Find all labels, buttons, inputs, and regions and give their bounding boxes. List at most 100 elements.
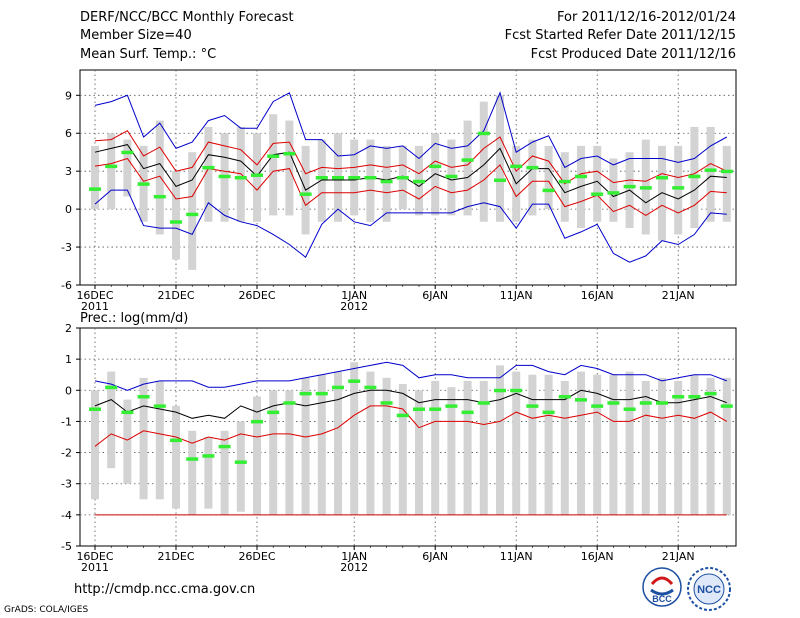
panel2-range-bar [528, 374, 537, 515]
panel1-ytick-label: 0 [65, 203, 72, 216]
panel1-range-bar [285, 120, 294, 216]
panel1-ytick-label: -6 [61, 279, 72, 292]
panel2-observed-marker [121, 410, 134, 415]
panel1-range-bar [431, 133, 440, 216]
panel2-range-bar [155, 380, 164, 500]
panel1-observed-marker [251, 173, 263, 177]
panel2-range-bar [415, 390, 423, 515]
panel2-observed-marker [688, 395, 701, 399]
panel1-range-bar [593, 145, 602, 222]
panel1-observed-marker [591, 192, 604, 196]
panel2-range-bar [658, 377, 666, 515]
panel1-observed-marker [477, 131, 490, 136]
panel2-xtick-year-label: 2012 [340, 561, 368, 574]
panel2-range-bar [722, 377, 731, 515]
panel2-xtick-label: 6JAN [422, 550, 448, 563]
panel2-range-bar [301, 377, 310, 515]
panel2-observed-marker [607, 401, 620, 405]
member-size: Member Size=40 [80, 28, 192, 43]
panel2-observed-marker [639, 401, 652, 405]
panel2-range-bar [366, 371, 375, 515]
panel2-observed-marker [672, 395, 685, 399]
panel1-observed-marker [510, 164, 523, 169]
panel2-range-bar [334, 371, 342, 515]
panel2-range-bar [172, 405, 180, 509]
footer-url[interactable]: http://cmdp.ncc.cma.gov.cn [74, 582, 256, 597]
panel1-xtick-label: 11JAN [500, 289, 533, 302]
panel1-series-mean-line [94, 144, 727, 204]
panel2-xtick-label: 26DEC [238, 550, 275, 563]
panel2-range-bar [107, 371, 116, 469]
panel1-range-bar [577, 145, 585, 229]
panel2-observed-marker [170, 438, 182, 443]
panel2-observed-marker [267, 410, 280, 415]
panel1-observed-marker [720, 169, 733, 174]
panel1-xtick-label: 6JAN [422, 289, 448, 302]
panel2-range-bar [91, 390, 99, 500]
panel1-range-bar [706, 126, 715, 222]
panel1-range-bar [155, 120, 164, 235]
panel1-observed-marker [283, 151, 296, 156]
panel2-range-bar [512, 371, 521, 515]
panel1-range-bar [560, 152, 569, 222]
panel1-observed-marker [137, 182, 150, 186]
variable-label: Mean Surf. Temp.: °C [80, 47, 217, 62]
panel2-range-bar [463, 380, 472, 515]
grads-credit: GrADS: COLA/IGES [4, 605, 89, 615]
panel2-observed-marker [348, 379, 361, 383]
panel2-observed-marker [283, 401, 296, 405]
panel2-ytick-label: -4 [61, 509, 72, 522]
panel2-range-bar [479, 380, 488, 515]
panel2-series-mean-line [94, 389, 727, 419]
forecast-period: For 2011/12/16-2012/01/24 [557, 10, 736, 25]
panel1-observed-marker [153, 194, 166, 199]
panel2-observed-marker [445, 404, 458, 408]
panel2-ytick-label: 0 [65, 384, 72, 397]
panel1-range-bar [496, 95, 504, 222]
panel1-observed-marker [267, 154, 280, 158]
panel1-observed-marker [445, 174, 458, 179]
panel1-range-bar [528, 139, 537, 216]
panel1-observed-marker [526, 165, 539, 170]
panel1-observed-marker [494, 178, 506, 183]
panel1-observed-marker [672, 186, 685, 190]
panel2-xtick-label: 21JAN [662, 550, 695, 563]
panel2-observed-marker [380, 401, 393, 405]
panel2-range-bar [447, 387, 456, 515]
panel2-range-bar [641, 380, 650, 515]
panel2-ytick-label: 1 [65, 353, 72, 366]
produced-date: Fcst Produced Date 2011/12/16 [530, 47, 736, 62]
panel2-ytick-label: -1 [61, 415, 72, 428]
panel1-observed-marker [575, 174, 587, 179]
panel1-observed-marker [332, 176, 344, 180]
panel1-range-bar [91, 145, 99, 210]
panel2-ytick-label: 2 [65, 322, 72, 335]
panel1-range-bar [544, 145, 553, 210]
panel1-observed-marker [202, 165, 215, 170]
panel1-ytick-label: 3 [65, 165, 72, 178]
panel1-series-min-line [94, 189, 727, 263]
bcc-logo-text: BCC [652, 594, 672, 604]
panel1-observed-marker [623, 184, 636, 189]
panel2-range-bar [674, 380, 683, 515]
panel1-range-bar [317, 139, 326, 222]
panel2-ytick-label: -3 [61, 478, 72, 491]
panel1-ytick-label: 6 [65, 127, 72, 140]
panel2-observed-marker [704, 391, 717, 396]
panel1-observed-marker [639, 186, 652, 190]
panel1-range-bar [463, 120, 472, 216]
panel1-range-bar [188, 152, 197, 270]
panel1-range-bar [382, 145, 391, 222]
panel1-range-bar [107, 133, 116, 210]
panel1-observed-marker [89, 187, 101, 191]
ncc-logo: NCC [687, 567, 731, 611]
panel2-observed-marker [332, 385, 344, 390]
panel2-range-bar [577, 371, 585, 515]
panel1-range-bar [366, 139, 375, 222]
panel2-xtick-label: 1JAN [341, 550, 367, 563]
panel1-observed-marker [121, 150, 134, 155]
panel1-xtick-label: 1JAN [341, 289, 367, 302]
panel1-range-bar [658, 145, 666, 241]
panel1-xtick-year-label: 2011 [81, 300, 109, 313]
